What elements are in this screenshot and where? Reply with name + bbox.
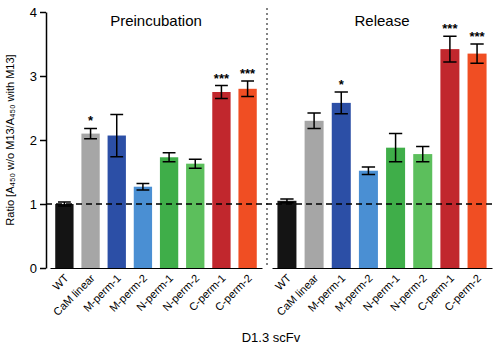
error-bar: [389, 134, 402, 162]
bar: [134, 187, 152, 268]
y-tick-label: 4: [30, 5, 37, 20]
panel-separator: [266, 8, 267, 268]
y-tick-label: 0: [30, 261, 37, 276]
x-axis: WTCaM linearM-perm-1M-perm-2N-perm-1N-pe…: [50, 268, 262, 318]
panel-title: Release: [354, 12, 409, 29]
error-bar: [137, 184, 150, 190]
y-tick: 3: [30, 69, 46, 84]
x-axis-line: [273, 268, 493, 269]
y-tick-mark: [40, 204, 46, 206]
significance: *: [339, 77, 345, 92]
y-tick-label: 3: [30, 69, 37, 84]
bar: [359, 171, 378, 268]
reference-line: [46, 203, 496, 205]
y-axis: 0 1 2 3 4: [30, 5, 47, 276]
chart: 0 1 2 3 4 Ratio [A₄₅₀ w/o M13/A₄₅₀ with M13] *…: [0, 0, 500, 348]
y-tick: 4: [30, 5, 46, 20]
y-tick-label: 2: [30, 133, 37, 148]
error-bar: [110, 114, 123, 156]
x-tick-label: C-perm-2: [213, 272, 254, 313]
y-axis-title: Ratio [A₄₅₀ w/o M13/A₄₅₀ with M13]: [4, 54, 16, 225]
error-bar: [362, 167, 375, 175]
error-bar: [470, 44, 483, 63]
bar: [81, 134, 99, 268]
x-axis-line: [51, 268, 263, 269]
bar: [212, 92, 230, 268]
y-tick-mark: [40, 12, 46, 14]
bar: [186, 164, 204, 268]
bar: [160, 157, 178, 268]
x-tick: C-perm-2: [213, 268, 254, 313]
bar: [238, 89, 256, 268]
error-bar: [307, 113, 320, 128]
annotations: *******Preincubation*******Release: [88, 12, 486, 128]
bar: [332, 103, 351, 268]
error-bar: [163, 153, 176, 162]
bar: [386, 148, 405, 268]
x-tick-label: C-perm-2: [442, 272, 483, 313]
error-bar: [335, 92, 348, 114]
error-bar: [215, 86, 228, 99]
bar: [468, 54, 487, 268]
bar: [55, 204, 73, 268]
x-axis: WTCaM linearM-perm-1M-perm-2N-perm-1N-pe…: [273, 268, 493, 318]
bar: [305, 121, 324, 268]
y-tick-mark: [40, 268, 46, 270]
error-bar: [280, 199, 293, 203]
y-tick-mark: [40, 140, 46, 142]
significance: ***: [240, 66, 256, 81]
significance: ***: [214, 71, 230, 86]
y-tick-mark: [40, 76, 46, 78]
error-bar: [416, 146, 429, 161]
bar: [413, 154, 432, 268]
y-tick-label: 1: [30, 197, 37, 212]
error-bar: [189, 159, 202, 168]
y-tick: 0: [30, 261, 46, 276]
error-bar: [84, 128, 97, 138]
x-tick-label: WT: [273, 272, 294, 293]
x-axis-title: D1.3 scFv: [242, 330, 301, 345]
significance: ***: [442, 21, 458, 36]
y-tick: 1: [30, 197, 46, 212]
bar: [440, 49, 459, 268]
x-tick: WT: [273, 268, 294, 292]
x-tick: WT: [50, 268, 71, 292]
panel-title: Preincubation: [110, 12, 202, 29]
plot-area: [46, 36, 496, 268]
error-bar: [241, 81, 254, 96]
x-tick-label: WT: [50, 272, 71, 293]
significance: *: [88, 113, 94, 128]
bar: [277, 201, 296, 268]
y-tick: 2: [30, 133, 46, 148]
x-tick: C-perm-2: [442, 268, 483, 313]
error-bar: [443, 36, 456, 62]
significance: ***: [469, 29, 485, 44]
